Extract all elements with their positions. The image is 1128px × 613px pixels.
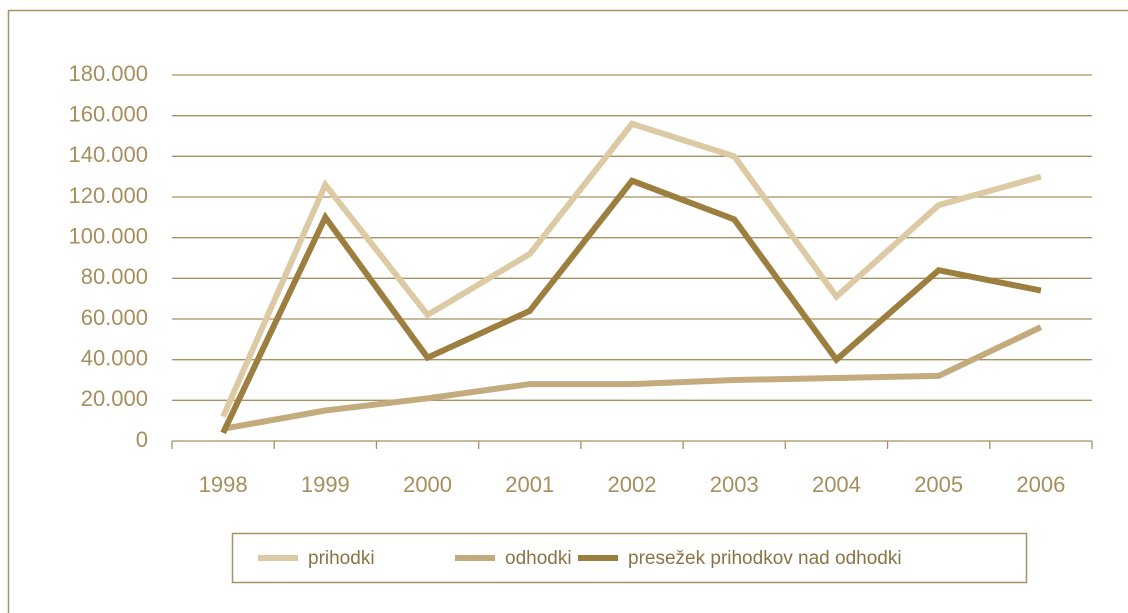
y-tick-label: 80.000 [81,264,148,289]
x-tick-label: 2004 [812,472,861,497]
x-tick-label: 1998 [199,472,248,497]
x-tick-label: 2000 [403,472,452,497]
series-line [222,324,1043,432]
x-tick-label: 2002 [608,472,657,497]
series-line [220,120,1042,418]
y-tick-label: 120.000 [68,183,148,208]
legend-label: presežek prihodkov nad odhodki [628,548,902,569]
legend-label: odhodki [505,548,572,569]
x-tick-label: 2006 [1016,472,1065,497]
x-tick-label: 2005 [914,472,963,497]
legend-box [231,532,1028,584]
y-tick-label: 20.000 [81,386,148,411]
y-tick-label: 160.000 [68,101,148,126]
y-tick-label: 140.000 [68,142,148,167]
series-line [220,177,1042,435]
legend: prihodki odhodki presežek prihodkov nad od… [258,548,902,569]
x-tick-label: 2001 [505,472,554,497]
frame [7,9,1128,613]
y-tick-label: 0 [136,427,148,452]
y-tick-label: 100.000 [68,223,148,248]
legend-label: prihodki [308,548,375,569]
y-tick-label: 180.000 [68,61,148,86]
x-tick-label: 2003 [710,472,759,497]
y-tick-label: 60.000 [81,305,148,330]
y-tick-label: 40.000 [81,345,148,370]
x-tick-label: 1999 [301,472,350,497]
